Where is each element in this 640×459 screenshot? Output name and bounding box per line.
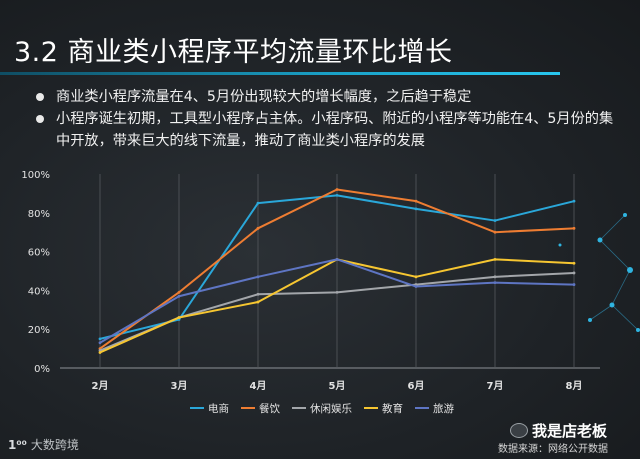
x-tick-label: 2月: [92, 380, 109, 392]
data-source: 数据来源：网络公开数据: [498, 444, 608, 455]
data-point: [414, 199, 418, 203]
brand-text: 我是店老板: [532, 422, 608, 440]
data-point: [572, 261, 576, 265]
y-tick-label: 100%: [21, 170, 50, 181]
x-tick-label: 7月: [487, 380, 504, 392]
data-point: [256, 226, 260, 230]
data-point: [414, 207, 418, 211]
data-point: [572, 271, 576, 275]
legend-label: 教育: [382, 402, 403, 415]
data-point: [493, 281, 497, 285]
data-point: [414, 275, 418, 279]
data-point: [177, 294, 181, 298]
y-tick-label: 80%: [28, 209, 50, 220]
data-point: [98, 341, 102, 345]
data-point: [177, 316, 181, 319]
wechat-icon: [510, 423, 528, 438]
legend-label: 休闲娱乐: [310, 402, 352, 415]
bullet-item: 小程序诞生初期，工具型小程序占主体。小程序码、附近的小程序等功能在4、5月份的集…: [34, 108, 624, 152]
x-tick-label: 5月: [329, 380, 346, 392]
data-point: [98, 351, 102, 354]
data-point: [335, 193, 339, 197]
data-point: [493, 219, 497, 222]
bullet-dot-icon: [36, 93, 44, 101]
data-point: [335, 290, 339, 294]
bullet-dot-icon: [36, 115, 44, 123]
logo-mark: 1⁰⁰: [8, 438, 27, 452]
data-point: [256, 300, 260, 304]
data-point: [177, 290, 181, 294]
y-tick-label: 40%: [28, 286, 50, 297]
page-title: 3.2 商业类小程序平均流量环比增长: [14, 37, 453, 68]
data-point: [493, 275, 497, 279]
bullet-item: 商业类小程序流量在4、5月份出现较大的增长幅度，之后趋于稳定: [34, 86, 624, 108]
data-point: [256, 275, 260, 279]
legend-label: 旅游: [433, 402, 454, 415]
data-point: [335, 188, 339, 191]
data-point: [493, 257, 497, 261]
title-underline: [0, 72, 560, 75]
data-point: [256, 201, 260, 205]
bullet-list: 商业类小程序流量在4、5月份出现较大的增长幅度，之后趋于稳定 小程序诞生初期，工…: [34, 86, 624, 152]
y-tick-label: 20%: [28, 325, 50, 336]
data-point: [256, 292, 260, 296]
y-tick-label: 0%: [34, 364, 50, 375]
data-point: [493, 230, 497, 234]
x-tick-label: 6月: [408, 380, 425, 392]
data-point: [335, 257, 339, 261]
footer-logo: 1⁰⁰ 大数跨境: [8, 436, 79, 453]
data-point: [572, 199, 576, 203]
x-tick-label: 3月: [171, 380, 188, 392]
legend-label: 电商: [208, 402, 229, 415]
bullet-text: 商业类小程序流量在4、5月份出现较大的增长幅度，之后趋于稳定: [56, 89, 472, 105]
data-point: [98, 337, 102, 341]
brand-label: 我是店老板: [510, 420, 607, 441]
logo-text: 大数跨境: [30, 438, 79, 452]
legend-label: 餐饮: [259, 402, 280, 415]
data-point: [572, 283, 576, 286]
bullet-text: 小程序诞生初期，工具型小程序占主体。小程序码、附近的小程序等功能在4、5月份的集…: [56, 111, 614, 149]
x-tick-label: 8月: [566, 380, 583, 392]
y-tick-label: 60%: [28, 248, 50, 259]
data-point: [414, 285, 418, 288]
x-tick-label: 4月: [250, 380, 267, 392]
data-point: [572, 226, 576, 230]
